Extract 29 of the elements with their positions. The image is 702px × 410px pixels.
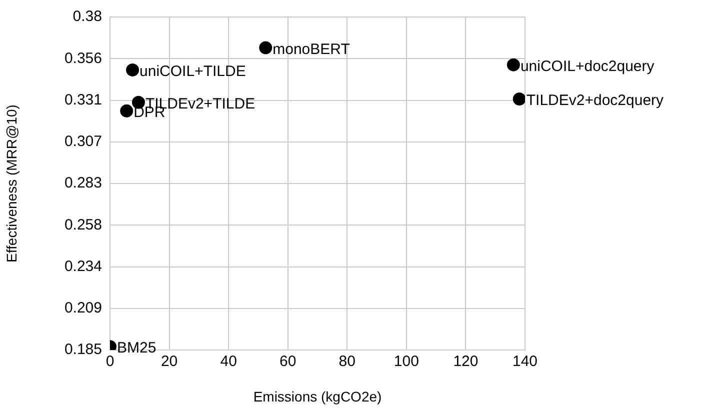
point bbox=[259, 41, 272, 54]
series-label: TILDEv2+doc2query bbox=[526, 92, 664, 110]
point bbox=[126, 63, 140, 76]
y-tick-label: 0.356 bbox=[64, 50, 102, 67]
y-tick-label: 0.209 bbox=[64, 300, 102, 317]
x-tick-label: 100 bbox=[394, 353, 419, 370]
y-tick-label: 0.307 bbox=[64, 133, 102, 150]
point bbox=[506, 58, 520, 72]
series-label: monoBERT bbox=[272, 40, 350, 58]
y-tick-label: 0.258 bbox=[64, 216, 102, 234]
series-label: uniCOIL+TILDE bbox=[140, 63, 246, 80]
y-tick-label: 0.234 bbox=[64, 258, 102, 275]
x-tick-label: 20 bbox=[160, 353, 178, 370]
x-tick-label: 40 bbox=[220, 353, 237, 370]
x-tick-label: 0 bbox=[106, 353, 114, 370]
y-tick-label: 0.185 bbox=[64, 341, 102, 358]
x-tick-label: 60 bbox=[280, 353, 296, 370]
y-tick-label: 0.283 bbox=[64, 174, 102, 192]
x-tick-label: 140 bbox=[512, 353, 538, 370]
y-axis-title: Effectiveness (MRR@10) bbox=[3, 104, 20, 262]
series-label: uniCOIL+doc2query bbox=[520, 58, 655, 75]
point bbox=[512, 92, 525, 106]
series-label: BM25 bbox=[117, 340, 156, 357]
x-axis-title: Emissions (kgCO2e) bbox=[253, 388, 382, 404]
y-tick-label: 0.38 bbox=[72, 8, 102, 26]
y-tick-label: 0.331 bbox=[64, 91, 102, 108]
x-tick-label: 80 bbox=[338, 353, 356, 370]
x-tick-label: 120 bbox=[453, 353, 478, 370]
point bbox=[120, 104, 134, 118]
